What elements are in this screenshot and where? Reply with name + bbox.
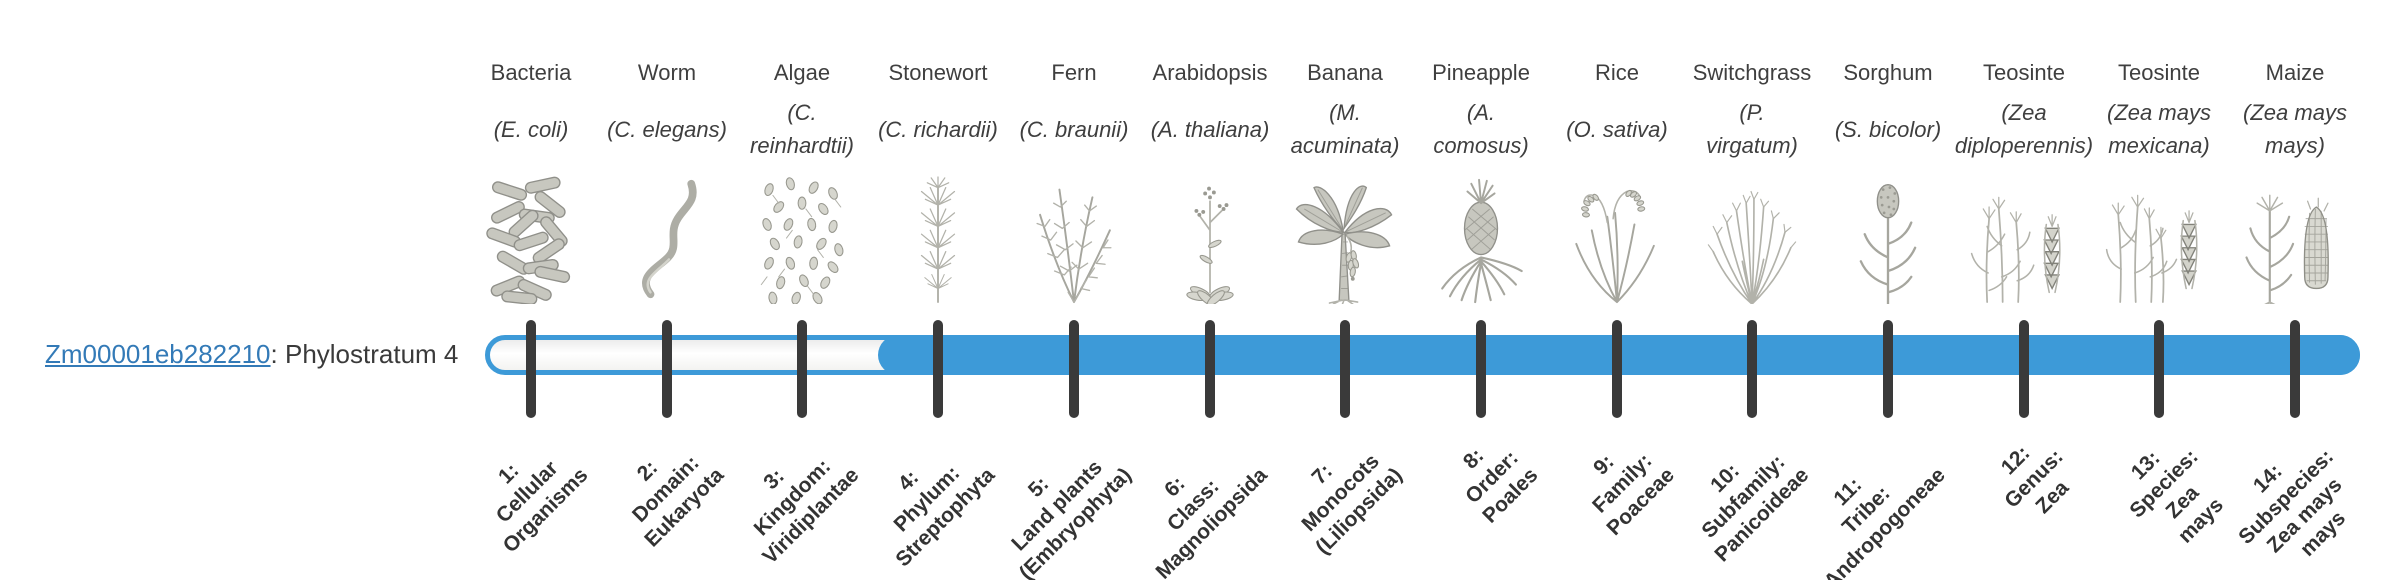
stratum-column-5: Fern (C. braunii) 5: Land plants (Embryo… [994, 0, 1154, 580]
stratum-column-14: Maize (Zea mays mays) 14: Subspecies: Ze… [2215, 0, 2375, 580]
stratum-label-1: 1: Cellular Organisms [492, 456, 593, 558]
organism-common-name: Fern [1051, 60, 1097, 85]
organism-common-name: Arabidopsis [1152, 60, 1268, 85]
organism-common-name: Banana [1307, 60, 1383, 85]
organism-scientific-name: (A. comosus) [1433, 100, 1529, 158]
organism-common-name: Sorghum [1843, 60, 1933, 85]
stratum-tick-6 [1205, 320, 1215, 418]
stratum-column-2: Worm (C. elegans) 2: Domain: Eukaryota [587, 0, 747, 580]
organism-scientific-name: (Zea mays mexicana) [2107, 100, 2211, 158]
organism-scientific-name: (A. thaliana) [1150, 116, 1270, 142]
organism-scientific-name: (Zea diploperennis) [1954, 100, 2094, 158]
stratum-tick-3 [797, 320, 807, 418]
stratum-column-8: Pineapple (A. comosus) 8: Order: Poales [1401, 0, 1561, 580]
stratum-tick-1 [526, 320, 536, 418]
organism-scientific-name: (S. bicolor) [1834, 116, 1942, 142]
stratum-label-3: 3: Kingdom: Viridiplantae [750, 454, 864, 569]
teosinte-diploperennis-illustration [1944, 170, 2104, 304]
stratum-tick-12 [2019, 320, 2029, 418]
organism-common-name: Maize [2265, 60, 2325, 85]
stratum-label-9: 9: Family: Poaceae [1587, 449, 1679, 541]
stratum-column-3: Algae (C. reinhardtii) [722, 0, 882, 580]
switchgrass-illustration [1672, 170, 1832, 304]
sorghum-illustration [1808, 170, 1968, 304]
stratum-tick-4 [933, 320, 943, 418]
stratum-tick-11 [1883, 320, 1893, 418]
stratum-label-7: 7: Monocots (Liliopsida) [1297, 449, 1407, 559]
organism-scientific-name: (C. richardii) [878, 116, 998, 142]
stratum-tick-10 [1747, 320, 1757, 418]
organism-common-name: Bacteria [490, 60, 572, 85]
stratum-tick-5 [1069, 320, 1079, 418]
stratum-column-6: Arabidopsis (A. thaliana) [1130, 0, 1290, 580]
gene-link[interactable]: Zm00001eb282210 [45, 339, 271, 369]
stratum-tick-14 [2290, 320, 2300, 418]
stratum-label-14: 14: Subspecies: Zea mays mays [2234, 445, 2351, 561]
stratum-tick-13 [2154, 320, 2164, 418]
stratum-column-9: Rice (O. sativa) [1537, 0, 1697, 580]
teosinte-mexicana-illustration [2079, 170, 2239, 304]
banana-tree-illustration [1265, 170, 1425, 304]
organism-common-name: Switchgrass [1692, 60, 1812, 85]
organism-common-name: Teosinte [2118, 60, 2200, 85]
stonewort-illustration [858, 170, 1018, 304]
stratum-column-13: Teosinte (Zea mays mexicana) 13: Species… [2079, 0, 2239, 580]
organism-scientific-name: (O. sativa) [1566, 116, 1668, 142]
gene-label: Zm00001eb282210: Phylostratum 4 [45, 338, 458, 370]
organism-common-name: Teosinte [1983, 60, 2065, 85]
stratum-label-11: 11: Tribe: Andropogoneae [1819, 463, 1950, 580]
stratum-tick-7 [1340, 320, 1350, 418]
organism-common-name: Pineapple [1432, 60, 1530, 85]
organism-scientific-name: (E. coli) [493, 116, 569, 142]
stratum-tick-9 [1612, 320, 1622, 418]
organism-scientific-name: (C. reinhardtii) [750, 100, 854, 158]
worm-illustration [587, 170, 747, 304]
organism-scientific-name: (M. acuminata) [1290, 100, 1400, 158]
maize-illustration [2215, 170, 2375, 304]
organism-common-name: Stonewort [888, 60, 988, 85]
stratum-label-8: 8: Order: Poales [1459, 444, 1543, 528]
stratum-column-11: Sorghum (S. bicolor) 11: Tribe: Andropog… [1808, 0, 1968, 580]
organism-common-name: Rice [1594, 60, 1639, 85]
stratum-tick-2 [662, 320, 672, 418]
stratum-column-4: Stonewort (C. richardii) 4: Phylum: Stre… [858, 0, 1018, 580]
fern-illustration [994, 170, 1154, 304]
bacteria-illustration [451, 170, 611, 304]
organism-scientific-name: (P. virgatum) [1706, 100, 1798, 158]
stratum-column-1: Bacteria (E. coli) [451, 0, 611, 580]
organism-common-name: Algae [773, 60, 831, 85]
stratum-column-12: Teosinte (Zea diploperennis) 12: Genus: … [1944, 0, 2104, 580]
organism-scientific-name: (Zea mays mays) [2243, 100, 2347, 158]
stratum-label-5: 5: Land plants (Embryophyta) [1007, 455, 1136, 580]
stratum-label-2: 2: Domain: Eukaryota [628, 451, 729, 552]
algae-illustration [722, 170, 882, 304]
organism-common-name: Worm [637, 60, 697, 85]
organism-scientific-name: (C. braunii) [1019, 116, 1129, 142]
stratum-column-10: Switchgrass (P. virgatum) 10: Subfamily:… [1672, 0, 1832, 580]
stratum-label-12: 12: Genus: Zea [1996, 441, 2073, 519]
pineapple-illustration [1401, 170, 1561, 304]
stratum-label-6: 6: Class: Magnoliopsida [1151, 463, 1272, 580]
arabidopsis-illustration [1130, 170, 1290, 304]
rice-illustration [1537, 170, 1697, 304]
organism-scientific-name: (C. elegans) [607, 116, 727, 142]
stratum-label-4: 4: Phylum: Streptophyta [890, 461, 1000, 572]
stratum-column-7: Banana (M. acuminata) [1265, 0, 1425, 580]
stratum-tick-8 [1476, 320, 1486, 418]
phylostratum-text: : Phylostratum 4 [270, 339, 459, 369]
